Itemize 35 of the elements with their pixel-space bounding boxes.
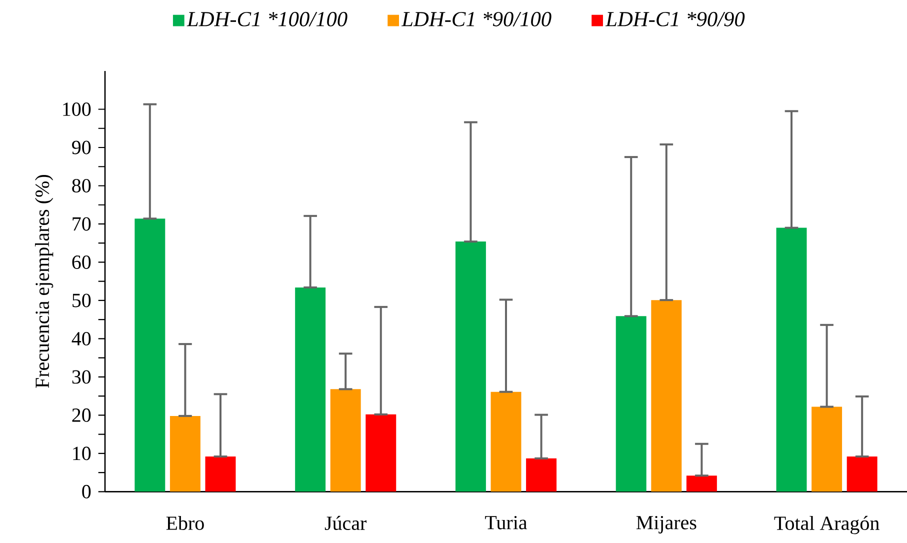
bar xyxy=(526,458,557,492)
y-tick-label: 20 xyxy=(72,408,91,422)
x-tick-label: Ebro xyxy=(166,516,204,530)
y-tick-label: 60 xyxy=(72,255,91,269)
bar xyxy=(295,287,326,492)
y-tick-label: 0 xyxy=(82,484,91,498)
y-tick-label: 10 xyxy=(73,446,91,460)
bar xyxy=(846,456,878,492)
y-tick-label: 100 xyxy=(63,102,91,116)
x-tick-label: Total Aragón xyxy=(774,516,880,534)
y-axis-title: Frecuencia ejemplares (%) xyxy=(35,175,54,388)
bar xyxy=(366,414,396,492)
y-tick-label: 30 xyxy=(72,370,91,384)
bar xyxy=(330,389,361,492)
y-tick-label: 70 xyxy=(72,217,91,231)
legend-label: LDH-C1 *100/100 xyxy=(186,12,348,26)
y-tick-label: 90 xyxy=(72,140,91,154)
bar xyxy=(686,476,717,492)
bar xyxy=(812,406,842,492)
bar xyxy=(776,228,807,492)
bar xyxy=(205,456,236,492)
y-tick-label: 50 xyxy=(72,294,91,308)
y-tick-label: 80 xyxy=(72,178,91,192)
legend-label: LDH-C1 *90/90 xyxy=(605,12,745,26)
y-tick-label: 40 xyxy=(72,332,91,346)
x-tick-label: Turia xyxy=(485,516,528,530)
bar xyxy=(170,416,200,492)
bar xyxy=(455,242,486,492)
bar xyxy=(616,316,646,492)
bar xyxy=(490,392,522,492)
bar xyxy=(134,218,166,492)
x-tick-label: Mijares xyxy=(636,516,696,534)
bar xyxy=(651,300,682,492)
legend-label: LDH-C1 *90/100 xyxy=(401,12,552,26)
x-tick-label: Júcar xyxy=(324,516,367,530)
